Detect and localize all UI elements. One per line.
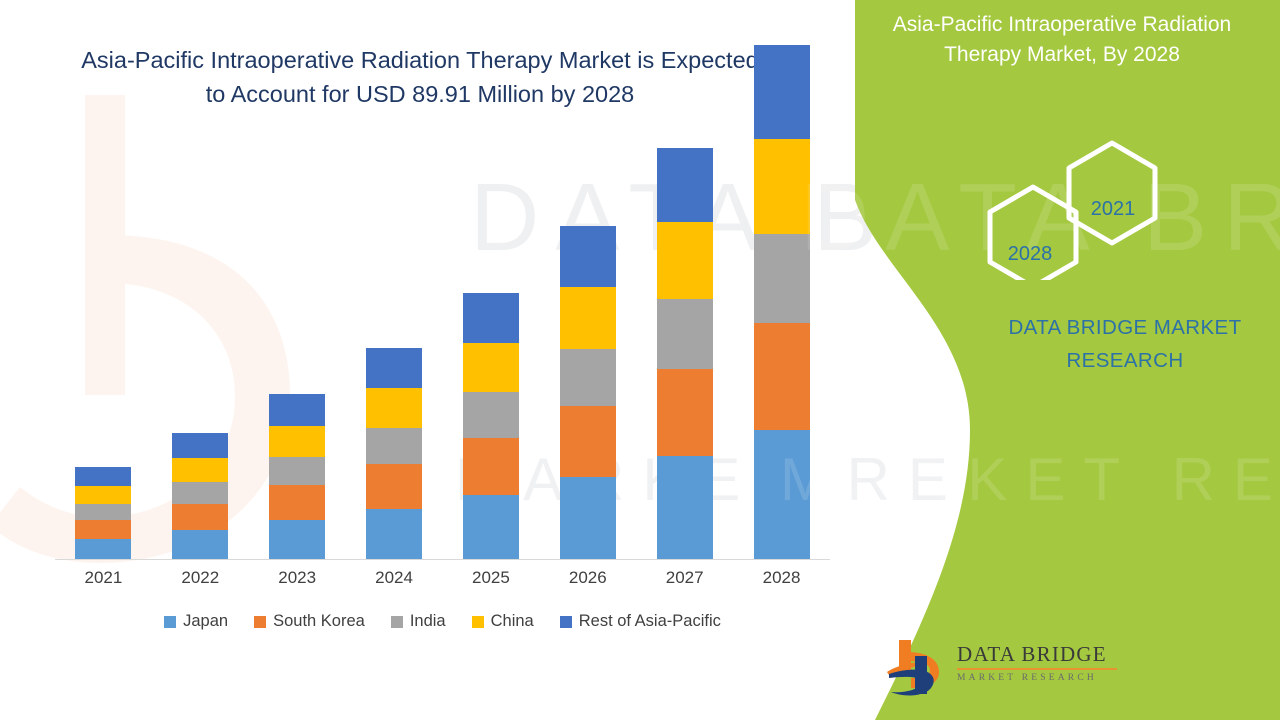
bar-segment[interactable] <box>753 138 810 235</box>
stacked-bar[interactable] <box>172 433 229 559</box>
bar-slot <box>249 130 346 559</box>
bar-segment[interactable] <box>559 225 616 287</box>
bar-segment[interactable] <box>75 538 132 559</box>
bar-segment[interactable] <box>753 430 810 559</box>
bar-segment[interactable] <box>366 348 423 389</box>
bar-segment[interactable] <box>559 286 616 349</box>
panel-brand-text: DATA BRIDGE MARKET RESEARCH <box>1008 316 1242 372</box>
bar-segment[interactable] <box>462 342 519 393</box>
panel-title: Asia-Pacific Intraoperative Radiation Th… <box>892 13 1232 66</box>
x-axis-tick-label: 2023 <box>278 568 317 587</box>
bar-segment[interactable] <box>366 464 423 509</box>
bar-segment[interactable] <box>559 406 616 477</box>
bar-segment[interactable] <box>366 508 423 559</box>
bar-segment[interactable] <box>75 466 132 486</box>
bar-segment[interactable] <box>656 369 713 457</box>
x-axis-labels: 2021 2022 2023 2024 2025 2026 2027 2028 <box>55 568 830 588</box>
bar-segment[interactable] <box>172 482 229 505</box>
hexagon-badges: 2021 2028 <box>975 135 1185 290</box>
x-axis-tick-label: 2025 <box>472 568 510 587</box>
x-axis-tick-label: 2026 <box>568 568 607 587</box>
chart-title: Asia-Pacific Intraoperative Radiation Th… <box>81 47 759 108</box>
legend-item[interactable]: Japan <box>164 612 228 631</box>
bar-segment[interactable] <box>656 222 713 299</box>
chart-legend: Japan South Korea India China Rest of Asia-P… <box>55 612 830 631</box>
logo-wordmark: DATA BRIDGE MARKET RESEARCH <box>957 644 1122 683</box>
legend-swatch-icon <box>254 615 267 628</box>
x-axis-tick-label: 2027 <box>665 568 704 587</box>
stacked-bar[interactable] <box>269 393 326 559</box>
stacked-bar[interactable] <box>656 147 713 559</box>
bar-segment[interactable] <box>172 530 229 559</box>
stacked-bar[interactable] <box>462 292 519 559</box>
stacked-bar[interactable] <box>753 45 810 559</box>
legend-item[interactable]: Rest of Asia-Pacific <box>559 612 721 631</box>
stacked-bar[interactable] <box>75 466 132 559</box>
logo-name: DATA BRIDGE <box>957 642 1107 666</box>
bar-segment[interactable] <box>462 494 519 559</box>
bar-segment[interactable] <box>75 503 132 520</box>
bar-segment[interactable] <box>559 476 616 559</box>
bar-slot <box>636 130 733 559</box>
bar-segment[interactable] <box>172 504 229 531</box>
logo-tagline: MARKET RESEARCH <box>957 672 1097 683</box>
bar-slot <box>55 130 152 559</box>
legend-swatch-icon <box>390 615 403 628</box>
legend-label: China <box>490 612 534 630</box>
bar-slot <box>539 130 636 559</box>
legend-swatch-icon <box>471 615 484 628</box>
bar-segment[interactable] <box>656 298 713 370</box>
bar-slot <box>152 130 249 559</box>
hex-label-start: 2021 <box>1090 198 1136 220</box>
stacked-bar[interactable] <box>559 225 616 559</box>
bar-segment[interactable] <box>269 520 326 559</box>
databridge-logo: DATA BRIDGE MARKET RESEARCH <box>885 638 1117 700</box>
bar-segment[interactable] <box>462 392 519 439</box>
legend-label: Japan <box>183 612 229 630</box>
bar-segment[interactable] <box>366 428 423 465</box>
bar-segment[interactable] <box>172 458 229 483</box>
bar-segment[interactable] <box>172 433 229 459</box>
logo-mark-icon <box>887 640 939 696</box>
stacked-bar[interactable] <box>366 348 423 559</box>
legend-swatch-icon <box>164 615 177 628</box>
bar-slot <box>733 45 830 559</box>
x-axis-tick-label: 2024 <box>375 568 413 587</box>
bar-segment[interactable] <box>753 45 810 139</box>
x-axis-line <box>55 559 830 560</box>
bar-segment[interactable] <box>656 147 713 223</box>
x-axis-tick-label: 2028 <box>762 568 801 587</box>
bar-group <box>55 45 830 559</box>
legend-label: India <box>409 612 446 630</box>
bar-segment[interactable] <box>269 393 326 426</box>
bar-segment[interactable] <box>462 292 519 343</box>
bar-segment[interactable] <box>269 456 326 486</box>
bar-segment[interactable] <box>75 485 132 504</box>
logo-divider <box>957 668 1117 670</box>
bar-segment[interactable] <box>269 425 326 457</box>
x-axis-tick-label: 2022 <box>181 568 220 587</box>
legend-label: South Korea <box>273 612 365 630</box>
legend-swatch-icon <box>559 615 572 628</box>
bar-slot <box>443 130 540 559</box>
bar-segment[interactable] <box>75 519 132 539</box>
bar-segment[interactable] <box>753 234 810 323</box>
bar-segment[interactable] <box>366 388 423 429</box>
hex-label-end: 2028 <box>1007 243 1053 265</box>
legend-item[interactable]: China <box>471 612 534 631</box>
legend-item[interactable]: India <box>390 612 446 631</box>
bar-segment[interactable] <box>462 438 519 495</box>
bar-segment[interactable] <box>559 348 616 407</box>
chart-plot-area <box>55 45 830 560</box>
bar-segment[interactable] <box>269 485 326 521</box>
bar-segment[interactable] <box>656 456 713 559</box>
bar-segment[interactable] <box>753 322 810 430</box>
legend-label: Rest of Asia-Pacific <box>578 612 721 630</box>
x-axis-tick-label: 2021 <box>84 568 123 587</box>
legend-item[interactable]: South Korea <box>254 612 365 631</box>
bar-slot <box>346 130 443 559</box>
